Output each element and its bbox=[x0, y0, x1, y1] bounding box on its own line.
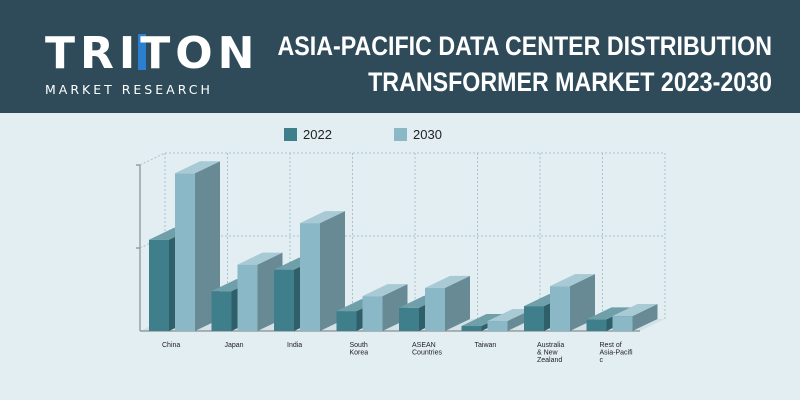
bar-2030-4 bbox=[425, 275, 470, 331]
x-tick-label-line: Zealand bbox=[537, 357, 562, 364]
bar-front bbox=[336, 311, 357, 331]
bar-top bbox=[612, 304, 658, 317]
bar-front bbox=[300, 223, 320, 331]
bar-2030-0 bbox=[175, 161, 220, 331]
legend-item-2022: 2022 bbox=[284, 127, 332, 142]
labels-layer: China Japan India South Korea ASEAN Countries T… bbox=[162, 342, 633, 364]
x-tick-label-0: China bbox=[162, 342, 180, 349]
x-tick-label-line: Asia-Pacifi bbox=[600, 350, 634, 357]
x-tick-label-line: ASEAN bbox=[412, 342, 436, 349]
bar-top bbox=[362, 284, 408, 297]
x-tick-label-4: ASEAN Countries bbox=[412, 342, 442, 357]
title-line-1: ASIA-PACIFIC DATA CENTER DISTRIBUTION bbox=[277, 31, 772, 61]
bar-front bbox=[211, 291, 232, 331]
x-tick-label-line: China bbox=[162, 342, 180, 349]
bar-front bbox=[362, 296, 383, 331]
bar-side bbox=[195, 161, 220, 331]
chart-legend: 2022 2030 bbox=[0, 127, 800, 147]
bar-front bbox=[175, 173, 195, 331]
x-tick-label-7: Rest of Asia-Pacifi c bbox=[600, 342, 634, 364]
title-line-2: TRANSFORMER MARKET 2023-2030 bbox=[368, 67, 772, 97]
bar-front bbox=[487, 321, 508, 331]
bar-top bbox=[487, 309, 533, 322]
x-tick-label-line: Japan bbox=[225, 342, 244, 349]
logo-tagline: MARKET RESEARCH bbox=[45, 82, 213, 97]
bar-front bbox=[586, 319, 607, 331]
bar-2030-7 bbox=[612, 304, 658, 331]
bar-top bbox=[586, 307, 632, 320]
bar-side bbox=[445, 275, 470, 331]
x-tick-label-line: & New bbox=[537, 350, 559, 357]
bar-front bbox=[274, 269, 294, 331]
x-tick-label-line: India bbox=[287, 342, 302, 349]
bar-top bbox=[300, 211, 345, 224]
bar-side bbox=[320, 211, 345, 331]
bars-layer bbox=[149, 161, 658, 331]
x-tick-label-line: c bbox=[600, 357, 604, 364]
bar-top bbox=[461, 314, 507, 327]
logo-accent-bar bbox=[138, 34, 146, 70]
bar-top bbox=[550, 274, 595, 287]
legend-swatch-2030 bbox=[394, 128, 407, 141]
bar-front bbox=[612, 316, 633, 331]
bar-front bbox=[149, 239, 169, 331]
bar-side bbox=[570, 274, 595, 331]
chart-title: ASIA-PACIFIC DATA CENTER DISTRIBUTION TR… bbox=[278, 28, 772, 100]
x-tick-label-line: Rest of bbox=[600, 342, 622, 349]
gridline-diagonal bbox=[139, 152, 166, 166]
x-tick-label-line: South bbox=[350, 342, 368, 349]
header-banner: TRITON MARKET RESEARCH ASIA-PACIFIC DATA… bbox=[0, 0, 800, 113]
logo-wordmark: TRITON bbox=[45, 28, 260, 79]
x-tick-label-6: Australia & New Zealand bbox=[537, 342, 564, 364]
legend-label-2022: 2022 bbox=[303, 127, 332, 142]
bar-front bbox=[524, 306, 544, 331]
x-tick-label-line: Taiwan bbox=[475, 342, 497, 349]
x-tick-label-1: Japan bbox=[225, 342, 244, 349]
bar-side bbox=[632, 304, 658, 331]
bar-front bbox=[550, 286, 570, 331]
bar-front bbox=[461, 326, 482, 331]
bar-front bbox=[237, 264, 258, 331]
x-tick-label-2: India bbox=[287, 342, 302, 349]
bar-top bbox=[175, 161, 220, 174]
x-tick-label-5: Taiwan bbox=[475, 342, 497, 349]
x-tick-label-line: Countries bbox=[412, 350, 442, 357]
x-tick-label-line: Australia bbox=[537, 342, 564, 349]
x-tick-label-3: South Korea bbox=[350, 342, 369, 357]
bar-top bbox=[237, 252, 283, 265]
x-tick-label-line: Korea bbox=[350, 350, 369, 357]
bar-2030-2 bbox=[300, 211, 345, 331]
legend-swatch-2022 bbox=[284, 128, 297, 141]
bar-top bbox=[425, 275, 470, 288]
bar-front bbox=[425, 287, 445, 331]
legend-item-2030: 2030 bbox=[394, 127, 442, 142]
triton-logo: TRITON MARKET RESEARCH bbox=[45, 32, 255, 102]
bar-front bbox=[399, 307, 419, 331]
bar-2030-6 bbox=[550, 274, 595, 331]
legend-label-2030: 2030 bbox=[413, 127, 442, 142]
